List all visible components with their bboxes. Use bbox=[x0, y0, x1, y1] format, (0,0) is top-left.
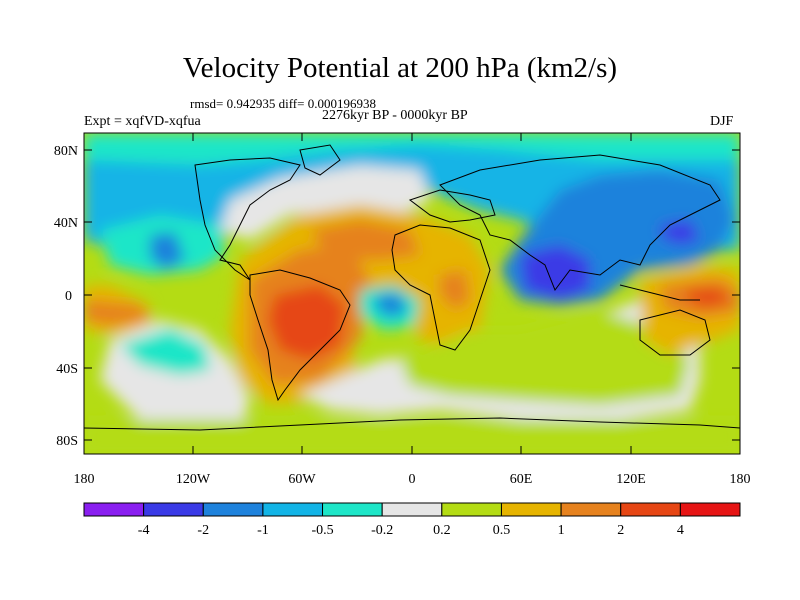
red-west-pacific-core bbox=[685, 288, 730, 307]
australia-coast bbox=[639, 309, 711, 356]
indonesia-coast bbox=[619, 284, 700, 301]
africa-coast bbox=[391, 224, 491, 351]
lat-label: 40N bbox=[54, 216, 78, 231]
colorbar-swatch bbox=[381, 502, 443, 517]
colorbar-label: 1 bbox=[558, 523, 565, 538]
colorbar-swatch bbox=[500, 502, 562, 517]
lon-label: 120E bbox=[616, 472, 646, 487]
colorbar-swatch bbox=[322, 502, 383, 517]
period-label: 2276kyr BP - 0000kyr BP bbox=[322, 108, 468, 123]
south-america-coast bbox=[249, 269, 351, 402]
colorbar-label: -2 bbox=[197, 523, 209, 538]
colorbar-swatch bbox=[143, 502, 204, 517]
green-southern-indian-ocean bbox=[400, 310, 690, 405]
greenland-coast bbox=[299, 144, 341, 176]
europe-coast bbox=[408, 189, 496, 223]
lon-label: 60W bbox=[288, 472, 316, 487]
lon-label: 120W bbox=[176, 472, 211, 487]
colorbar-label: -4 bbox=[138, 523, 150, 538]
lat-label: 80N bbox=[54, 144, 78, 159]
colorbar-swatch bbox=[83, 502, 145, 517]
colorbar-label: 4 bbox=[677, 523, 684, 538]
colorbar-label: 2 bbox=[617, 523, 624, 538]
colorbar bbox=[83, 502, 741, 517]
red-amazon-core bbox=[268, 285, 345, 360]
lon-label: 0 bbox=[409, 472, 416, 487]
colorbar-label: 0.2 bbox=[433, 523, 451, 538]
colorbar-swatch bbox=[679, 502, 741, 517]
deep-blue-japan bbox=[660, 220, 700, 245]
deep-blue-indian-ocean bbox=[520, 245, 590, 300]
colorbar-label: -0.5 bbox=[311, 523, 333, 538]
season-label: DJF bbox=[710, 114, 734, 129]
lon-label: 60E bbox=[510, 472, 533, 487]
lon-ticks bbox=[83, 133, 741, 454]
north-america-coast bbox=[194, 157, 301, 281]
colorbar-label: -0.2 bbox=[371, 523, 393, 538]
experiment-label: Expt = xqfVD-xqfua bbox=[84, 114, 201, 129]
lat-ticks bbox=[84, 149, 740, 441]
lat-label: 80S bbox=[56, 434, 78, 449]
contour-field bbox=[84, 133, 740, 454]
coastlines bbox=[84, 144, 740, 431]
orange-africa-patch bbox=[440, 270, 470, 310]
dark-orange-west-pacific bbox=[84, 300, 150, 325]
colorbar-label: 0.5 bbox=[493, 523, 511, 538]
green-antarctic bbox=[84, 420, 740, 454]
asia-coast bbox=[439, 154, 721, 292]
colorbar-labels: -4 -2 -1 -0.5 -0.2 0.2 0.5 1 2 4 bbox=[138, 523, 684, 538]
lon-label: 180 bbox=[730, 472, 751, 487]
colorbar-swatch bbox=[441, 502, 502, 517]
colorbar-label: -1 bbox=[257, 523, 269, 538]
lon-label: 180 bbox=[74, 472, 95, 487]
blue-atlantic-core bbox=[375, 293, 408, 318]
map-title: Velocity Potential at 200 hPa (km2/s) bbox=[182, 52, 618, 84]
colorbar-swatch bbox=[620, 502, 681, 517]
aqua-south-pacific bbox=[120, 328, 210, 375]
colorbar-swatch bbox=[262, 502, 324, 517]
colorbar-swatch bbox=[202, 502, 264, 517]
lat-label: 0 bbox=[65, 289, 72, 304]
blue-north-pacific-core bbox=[150, 232, 185, 270]
colorbar-swatch bbox=[560, 502, 622, 517]
stats-line: rmsd= 0.942935 diff= 0.000196938 bbox=[190, 96, 376, 111]
antarctica-coast bbox=[84, 417, 740, 431]
lat-label: 40S bbox=[56, 362, 78, 377]
white-atlantic-region bbox=[220, 165, 430, 240]
